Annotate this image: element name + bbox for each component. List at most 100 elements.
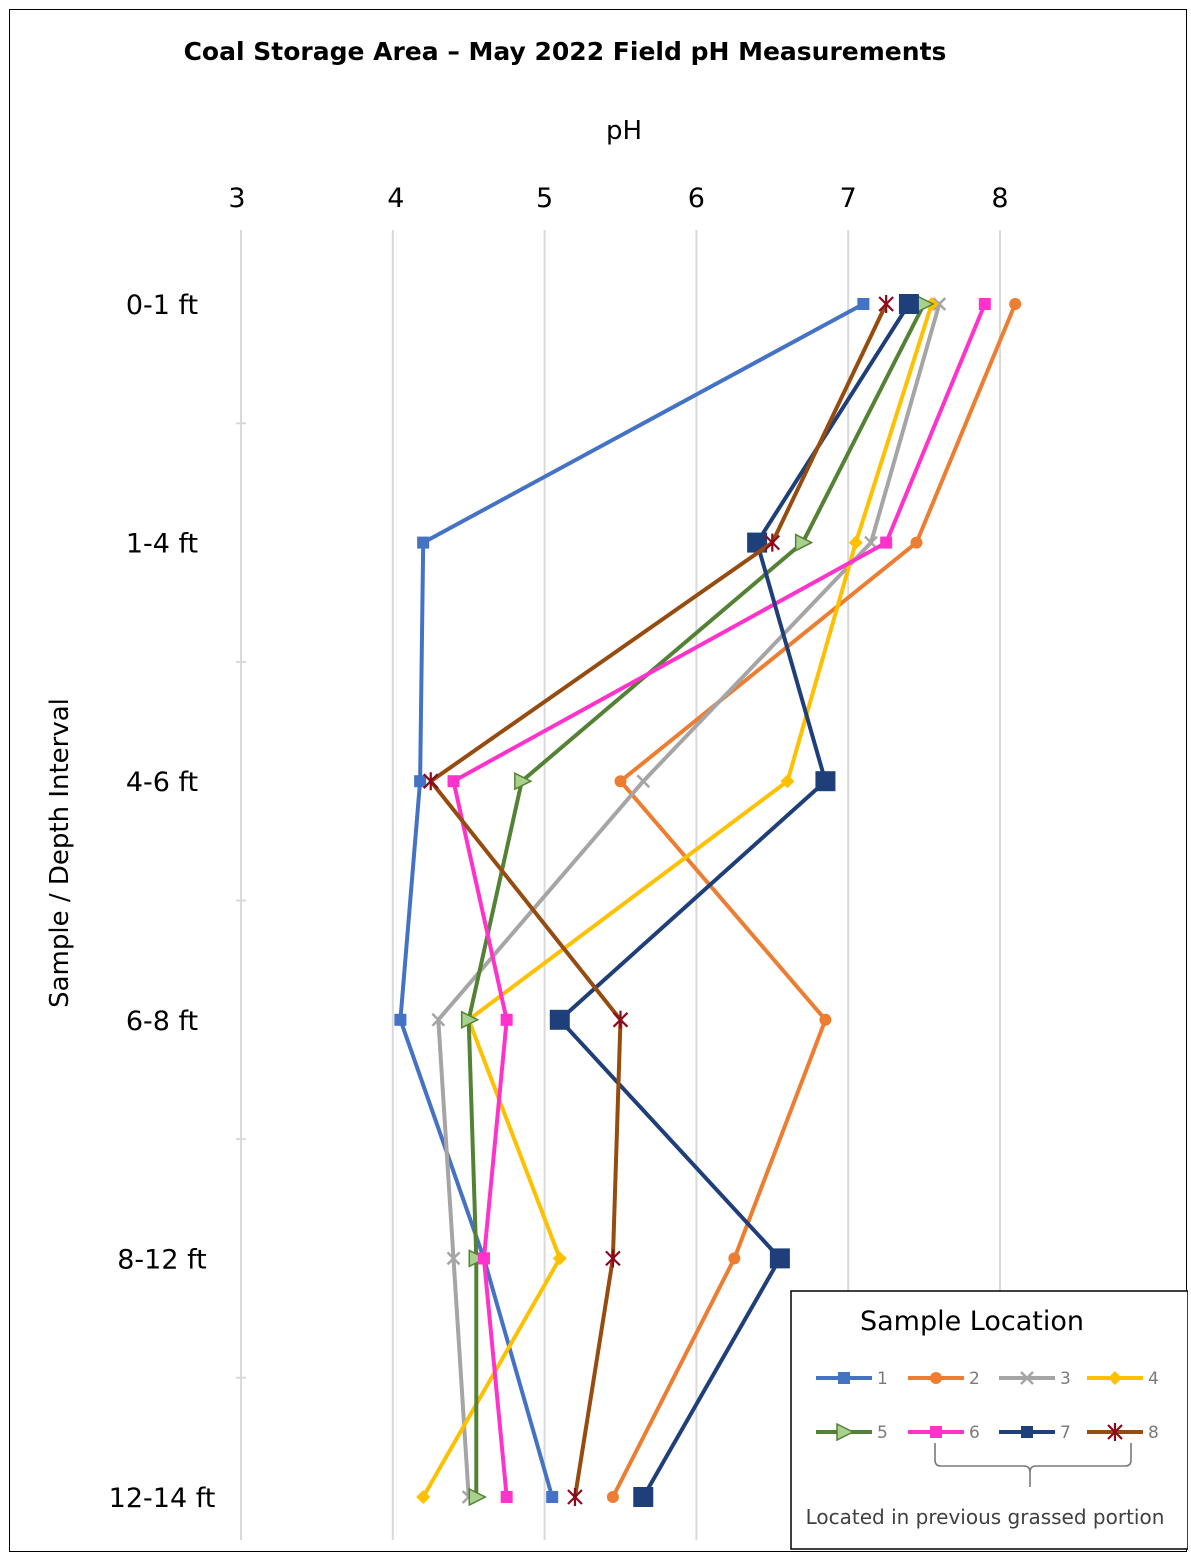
series-line-3	[436, 302, 942, 1499]
series-5	[460, 294, 935, 1507]
point-4-5	[416, 1490, 431, 1504]
point-1-0	[857, 298, 870, 310]
point-6-1	[880, 536, 893, 549]
point-1-1	[417, 536, 430, 549]
point-8-4	[605, 1249, 621, 1268]
legend-label-2: 2	[969, 1369, 980, 1389]
legend-entry-4: 4	[1087, 1369, 1159, 1389]
point-6-3	[500, 1013, 513, 1026]
point-2-3	[819, 1013, 832, 1026]
x-tick-labels: 3 4 5 6 7 8	[228, 183, 1008, 214]
legend-entry-7: 7	[999, 1423, 1071, 1443]
legend-label-3: 3	[1060, 1369, 1071, 1389]
legend-label-7: 7	[1060, 1423, 1071, 1443]
chart-frame: Coal Storage Area – May 2022 Field pH Me…	[9, 9, 1188, 1552]
point-6-2	[447, 775, 460, 788]
legend-label-5: 5	[877, 1423, 888, 1443]
point-2-1	[910, 536, 923, 549]
grid-layer	[236, 230, 1001, 1540]
y-category-label-1: 1-4 ft	[126, 529, 198, 560]
point-2-5	[606, 1491, 619, 1503]
series-line-4	[421, 302, 934, 1499]
point-8-5	[567, 1488, 583, 1506]
series-layer	[394, 294, 1022, 1507]
x-tick-label-8: 8	[991, 183, 1008, 214]
legend-entry-6: 6	[908, 1423, 980, 1443]
point-3-0	[932, 297, 947, 311]
legend-marker-3	[1020, 1371, 1034, 1385]
y-category-label-5: 12-14 ft	[109, 1483, 216, 1514]
point-5-5	[468, 1487, 487, 1507]
legend-marker-2	[930, 1372, 942, 1384]
x-tick-label-6: 6	[688, 183, 705, 214]
point-2-2	[614, 775, 627, 788]
legend-label-6: 6	[969, 1423, 980, 1443]
point-6-5	[500, 1491, 513, 1503]
legend-box	[790, 1290, 1188, 1550]
y-category-labels: 0-1 ft 1-4 ft 4-6 ft 6-8 ft 8-12 ft 12-14 ft	[109, 290, 216, 1514]
point-7-0	[898, 294, 919, 314]
point-3-2	[636, 774, 651, 789]
point-8-3	[612, 1010, 629, 1029]
series-line-7	[557, 302, 911, 1499]
legend-entry-2: 2	[908, 1369, 980, 1389]
legend-entries: 1 2 3 4 5 6 7 8	[816, 1369, 1159, 1443]
legend-entry-5: 5	[816, 1422, 888, 1443]
x-axis-label: pH	[606, 116, 642, 146]
legend-marker-5	[836, 1422, 855, 1442]
point-7-5	[633, 1487, 654, 1507]
point-5-4	[468, 1249, 487, 1268]
point-1-5	[546, 1491, 559, 1503]
series-line-8	[428, 302, 889, 1499]
point-7-3	[549, 1009, 570, 1030]
point-1-3	[394, 1013, 407, 1026]
point-4-1	[848, 535, 863, 550]
point-4-2	[780, 774, 795, 789]
x-tick-label-7: 7	[840, 183, 857, 214]
legend-label-1: 1	[877, 1369, 888, 1389]
point-7-2	[815, 771, 836, 792]
series-line-5	[466, 302, 927, 1499]
point-1-2	[414, 775, 427, 788]
legend-label-8: 8	[1148, 1423, 1159, 1443]
series-line-2	[610, 302, 1018, 1499]
series-line-6	[451, 302, 987, 1499]
point-8-1	[764, 533, 781, 552]
legend-note: Located in previous grassed portion	[806, 1505, 1165, 1529]
point-3-3	[431, 1012, 446, 1027]
y-axis-label: Sample / Depth Interval	[45, 698, 75, 1008]
point-6-4	[477, 1252, 490, 1265]
point-4-4	[552, 1251, 567, 1266]
legend-marker-8	[1107, 1423, 1123, 1441]
point-8-0	[878, 295, 894, 313]
series-1	[394, 298, 870, 1503]
legend-marker-7	[1021, 1426, 1033, 1438]
legend-marker-1	[838, 1372, 850, 1384]
legend-entry-1: 1	[816, 1369, 888, 1389]
x-tick-label-5: 5	[536, 183, 553, 214]
series-2	[606, 298, 1022, 1503]
series-8	[422, 295, 894, 1506]
point-5-2	[514, 771, 533, 791]
point-5-3	[460, 1010, 480, 1030]
point-2-0	[1009, 298, 1022, 310]
y-category-label-2: 4-6 ft	[126, 767, 198, 798]
chart-svg: Coal Storage Area – May 2022 Field pH Me…	[45, 37, 1188, 1550]
point-8-2	[422, 772, 439, 791]
legend-label-4: 4	[1148, 1369, 1159, 1389]
x-tick-label-4: 4	[387, 183, 404, 214]
y-category-label-4: 8-12 ft	[117, 1244, 206, 1275]
series-7	[549, 294, 919, 1507]
legend-marker-4	[1108, 1371, 1122, 1385]
legend-title: Sample Location	[860, 1306, 1084, 1337]
series-line-1	[398, 302, 866, 1499]
y-category-label-3: 6-8 ft	[126, 1006, 198, 1037]
point-7-4	[769, 1248, 790, 1269]
point-3-4	[446, 1251, 461, 1266]
series-6	[447, 298, 991, 1503]
point-2-4	[728, 1252, 741, 1265]
legend: Sample Location 1 2 3 4 5 6 7 8 Located in prev…	[790, 1290, 1188, 1550]
legend-bracket	[934, 1443, 1132, 1487]
point-5-1	[794, 533, 814, 552]
chart-title: Coal Storage Area – May 2022 Field pH Me…	[184, 37, 947, 66]
